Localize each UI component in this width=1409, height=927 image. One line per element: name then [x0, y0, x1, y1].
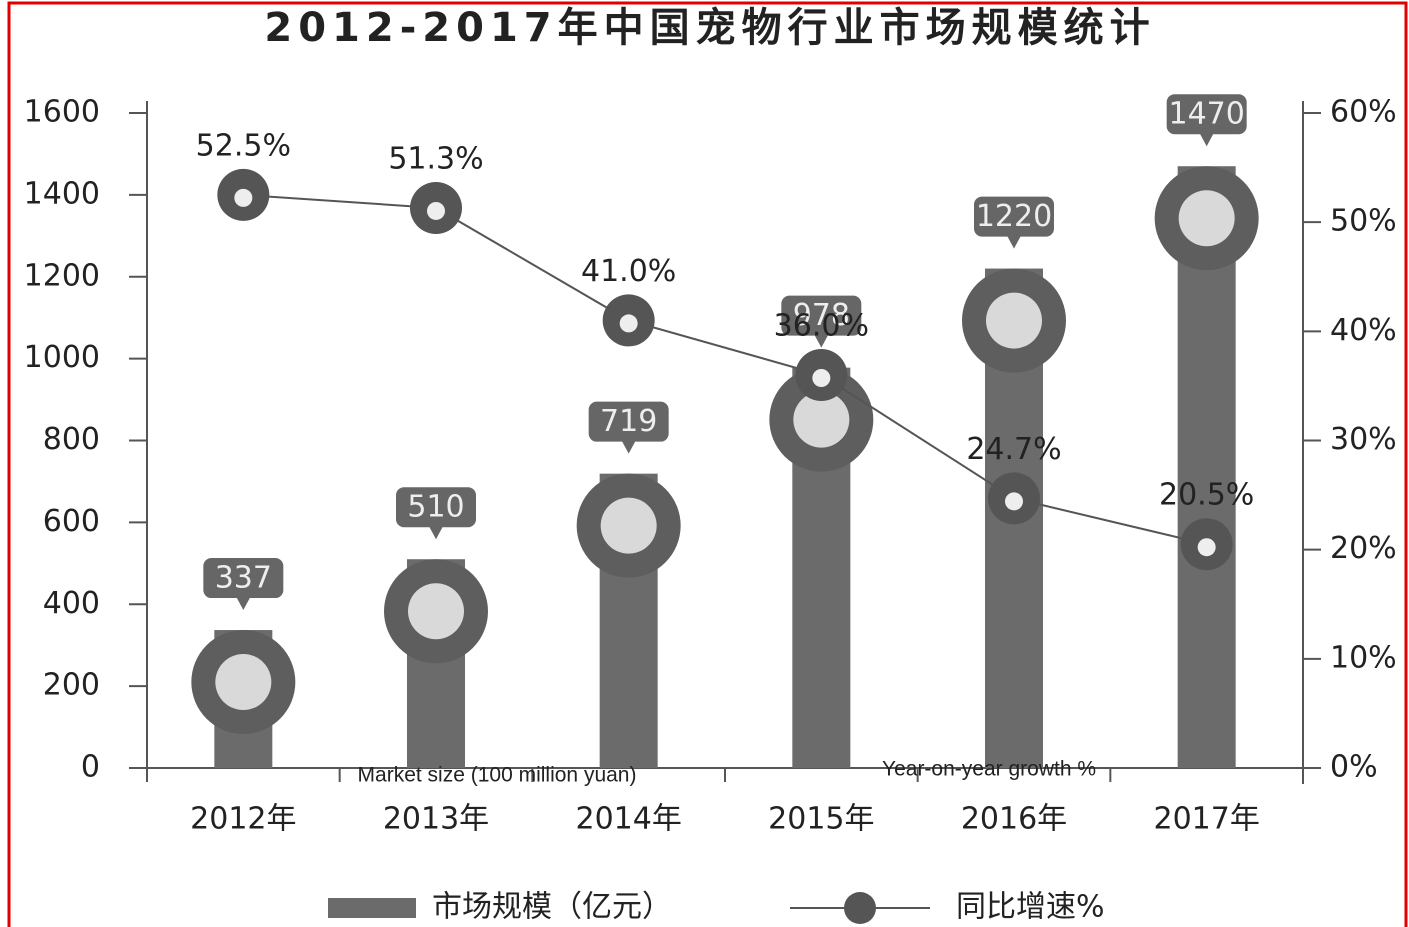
- y2-tick-label: 0%: [1330, 750, 1378, 785]
- x-tick-label: 2014年: [575, 802, 681, 837]
- y2-tick-label: 40%: [1330, 313, 1397, 348]
- callout-pointer: [1200, 133, 1214, 146]
- y2-tick-label: 60%: [1330, 95, 1397, 130]
- x-tick-label: 2017年: [1153, 802, 1259, 837]
- growth-line: [243, 195, 1206, 544]
- x-tick-label: 2013年: [383, 802, 489, 837]
- x-tick-label: 2015年: [768, 802, 874, 837]
- callout-pointer: [236, 597, 250, 610]
- y-tick-label: 800: [43, 422, 100, 457]
- callout-pointer: [429, 526, 443, 539]
- legend-label: 同比增速%: [956, 890, 1105, 925]
- bar-value-label: 337: [215, 561, 272, 596]
- growth-value-label: 20.5%: [1159, 478, 1254, 513]
- growth-value-label: 41.0%: [581, 254, 676, 289]
- paw: [427, 202, 445, 220]
- y-tick-label: 1400: [24, 176, 100, 211]
- growth-value-label: 36.0%: [774, 309, 869, 344]
- y-tick-label: 1200: [24, 258, 100, 293]
- callout-pointer: [622, 441, 636, 454]
- chart: 2012-2017年中国宠物行业市场规模统计 0 200 400 600 800 1000…: [0, 0, 1409, 927]
- x-tick-label: 2016年: [961, 802, 1067, 837]
- y-tick-label: 1000: [24, 340, 100, 375]
- growth-value-label: 51.3%: [388, 141, 483, 176]
- callout-pointer: [1007, 236, 1021, 249]
- legend-marker: [844, 892, 876, 924]
- pet-face: [215, 654, 271, 710]
- y2-tick-label: 50%: [1330, 204, 1397, 239]
- legend-swatch: [328, 898, 416, 918]
- y-tick-label: 600: [43, 504, 100, 539]
- pet-face: [1179, 190, 1235, 246]
- pet-face: [986, 293, 1042, 349]
- y-tick-label: 400: [43, 586, 100, 621]
- paw: [1198, 538, 1216, 556]
- y-tick-label: 0: [81, 750, 100, 785]
- pet-face: [408, 583, 464, 639]
- paw: [1005, 492, 1023, 510]
- legend-label: 市场规模（亿元）: [432, 890, 672, 925]
- paw: [812, 369, 830, 387]
- bar-value-label: 719: [600, 404, 657, 439]
- y2-tick-label: 30%: [1330, 422, 1397, 457]
- annotation: Year-on-year growth %: [882, 758, 1096, 781]
- pet-face: [601, 498, 657, 554]
- annotation: Market size (100 million yuan): [358, 764, 637, 787]
- y2-tick-label: 10%: [1330, 640, 1397, 675]
- growth-value-label: 52.5%: [196, 128, 291, 163]
- x-tick-label: 2012年: [190, 802, 296, 837]
- chart-title: 2012-2017年中国宠物行业市场规模统计: [264, 5, 1155, 51]
- bar-value-label: 1470: [1168, 97, 1244, 132]
- bar-value-label: 1220: [976, 199, 1052, 234]
- paw: [234, 189, 252, 207]
- growth-value-label: 24.7%: [966, 432, 1061, 467]
- paw: [620, 314, 638, 332]
- y-tick-label: 200: [43, 668, 100, 703]
- y2-tick-label: 20%: [1330, 531, 1397, 566]
- y-tick-label: 1600: [24, 95, 100, 130]
- bar-value-label: 510: [407, 490, 464, 525]
